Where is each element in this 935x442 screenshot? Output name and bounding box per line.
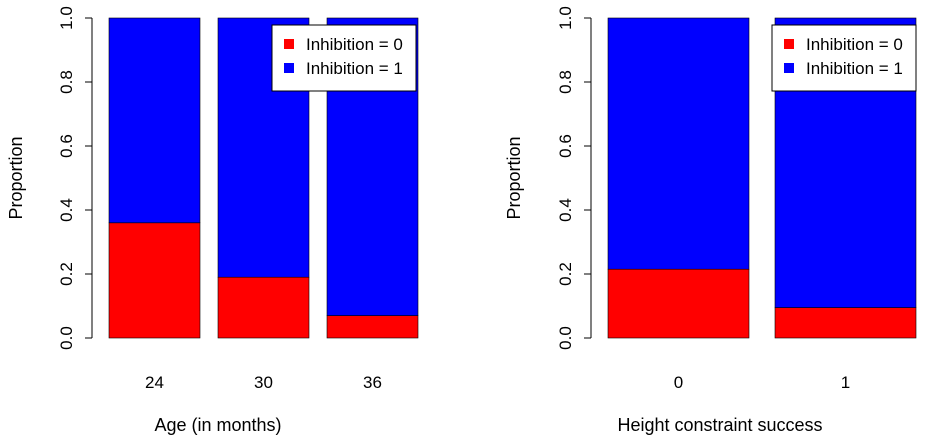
x-axis-title: Age (in months): [154, 415, 281, 435]
bar-segment-36-inhibition-0: [326, 315, 419, 339]
legend: Inhibition = 0 Inhibition = 1: [771, 24, 917, 92]
bar-segment-0-inhibition-0: [607, 268, 750, 339]
y-tick-label: 0.0: [556, 326, 575, 350]
y-tick-label: 0.0: [57, 326, 76, 350]
legend-box: [271, 24, 417, 92]
bar-segment-24-inhibition-1: [108, 17, 201, 224]
bar-segment-24-inhibition-0: [108, 222, 201, 339]
y-axis: 0.0 0.2 0.4 0.6 0.8 1.0: [556, 6, 592, 350]
y-tick-label: 0.4: [57, 198, 76, 222]
y-axis-title: Proportion: [6, 136, 26, 219]
x-tick-label: 1: [841, 373, 850, 392]
y-tick-label: 0.2: [556, 262, 575, 286]
y-tick-label: 0.8: [556, 70, 575, 94]
y-tick-label: 1.0: [556, 6, 575, 30]
x-tick-labels: 24 30 36: [145, 373, 382, 392]
y-axis: 0.0 0.2 0.4 0.6 0.8 1.0: [57, 6, 93, 350]
x-axis-title: Height constraint success: [617, 415, 822, 435]
x-tick-label: 0: [674, 373, 683, 392]
y-tick-label: 0.6: [57, 134, 76, 158]
legend-key-inhibition-1: [784, 63, 794, 73]
legend-label-inhibition-0: Inhibition = 0: [306, 35, 403, 54]
y-tick-label: 1.0: [57, 6, 76, 30]
bar-segment-1-inhibition-0: [774, 307, 917, 339]
y-tick-label: 0.6: [556, 134, 575, 158]
y-tick-label: 0.4: [556, 198, 575, 222]
y-axis-title: Proportion: [504, 136, 524, 219]
legend-key-inhibition-1: [284, 63, 294, 73]
legend-label-inhibition-0: Inhibition = 0: [806, 35, 903, 54]
legend-key-inhibition-0: [784, 39, 794, 49]
bar-segment-30-inhibition-0: [217, 276, 310, 339]
x-tick-label: 24: [145, 373, 164, 392]
x-tick-label: 30: [254, 373, 273, 392]
legend-label-inhibition-1: Inhibition = 1: [306, 59, 403, 78]
y-ticks: 0.0 0.2 0.4 0.6 0.8 1.0: [57, 6, 92, 350]
legend-key-inhibition-0: [284, 39, 294, 49]
bar-segment-0-inhibition-1: [607, 17, 750, 270]
y-tick-label: 0.8: [57, 70, 76, 94]
legend-box: [771, 24, 917, 92]
y-ticks: 0.0 0.2 0.4 0.6 0.8 1.0: [556, 6, 591, 350]
legend: Inhibition = 0 Inhibition = 1: [271, 24, 417, 92]
x-tick-label: 36: [363, 373, 382, 392]
y-tick-label: 0.2: [57, 262, 76, 286]
legend-label-inhibition-1: Inhibition = 1: [806, 59, 903, 78]
chart-panel-age: 0.0 0.2 0.4 0.6 0.8 1.0 24 30 36 Age (in months…: [6, 6, 419, 435]
